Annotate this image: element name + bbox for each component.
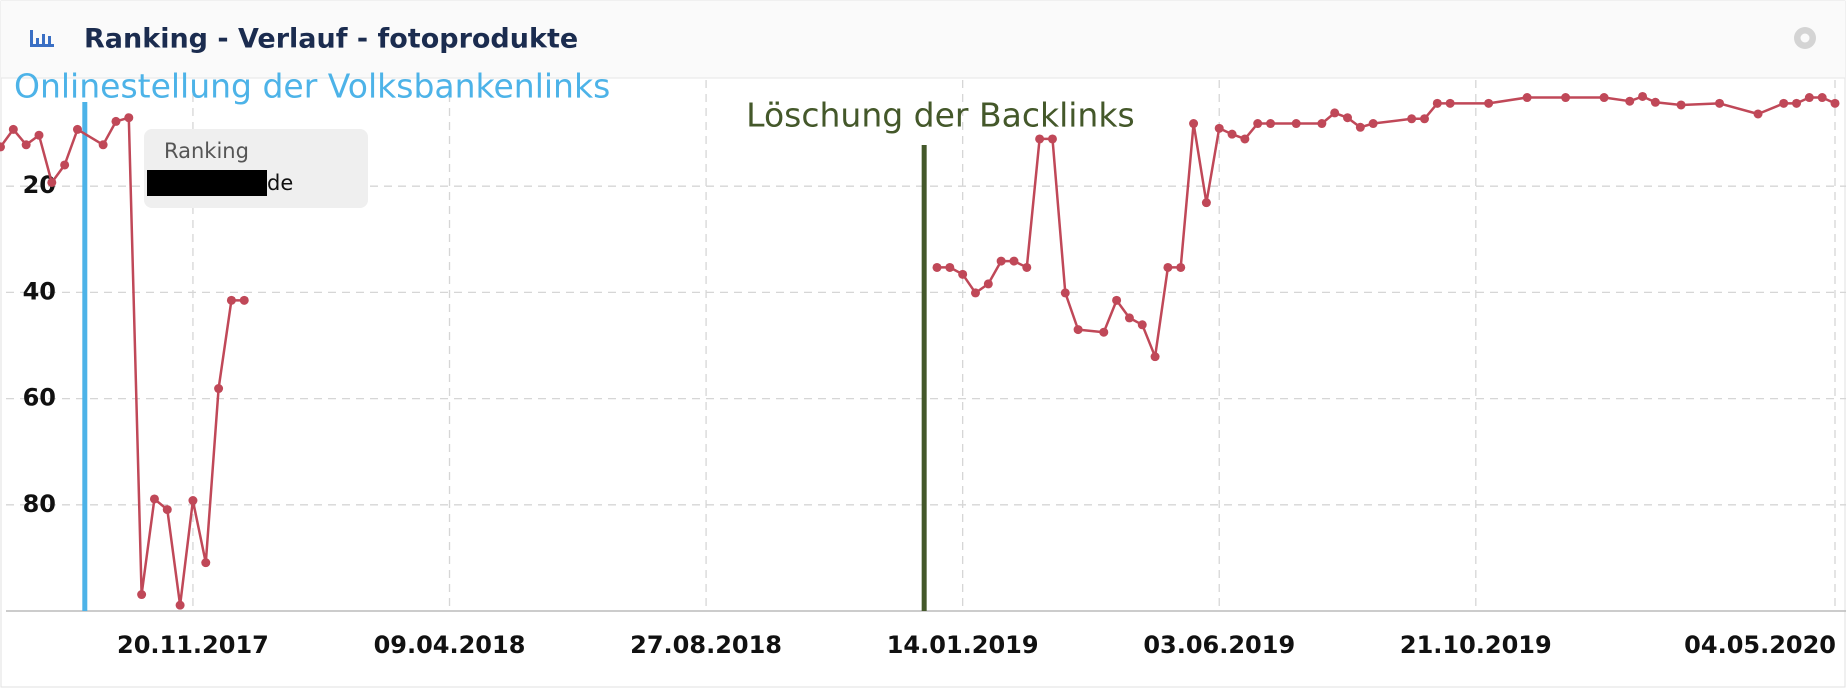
data-point (137, 590, 147, 600)
data-point (1253, 119, 1263, 129)
data-point (98, 140, 108, 150)
data-point (1150, 352, 1160, 362)
data-point (1625, 96, 1635, 106)
data-point (945, 262, 955, 272)
data-point (1599, 93, 1609, 103)
y-tick-label: 60 (23, 384, 56, 412)
data-point (1047, 134, 1057, 144)
data-point (1779, 98, 1789, 108)
data-point (1124, 313, 1134, 323)
x-tick-label: 09.04.2018 (374, 631, 526, 659)
legend-title: Ranking (164, 139, 249, 163)
data-point (239, 295, 249, 305)
data-point (60, 160, 70, 170)
data-point (111, 116, 121, 126)
data-point (1522, 93, 1532, 103)
data-point (1650, 97, 1660, 107)
data-point (932, 262, 942, 272)
data-point (1060, 288, 1070, 298)
data-point (162, 505, 172, 515)
data-point (188, 496, 198, 506)
data-point (1176, 262, 1186, 272)
data-point (1035, 134, 1045, 144)
data-point (1804, 93, 1814, 103)
x-tick-label: 21.10.2019 (1400, 631, 1552, 659)
data-point (1330, 108, 1340, 118)
data-point (996, 256, 1006, 266)
data-point (1419, 114, 1429, 124)
x-tick-label: 27.08.2018 (630, 631, 782, 659)
header (1, 1, 1845, 78)
settings-icon[interactable] (1794, 27, 1816, 49)
chart-title: Ranking - Verlauf - fotoprodukte (84, 24, 578, 55)
data-point (1817, 93, 1827, 103)
data-point (1753, 109, 1763, 119)
data-point (1432, 98, 1442, 108)
data-point (1112, 295, 1122, 305)
data-point (1201, 198, 1211, 208)
data-point (124, 113, 134, 123)
data-point (1715, 98, 1725, 108)
annotation-label: Onlinestellung der Volksbankenlinks (14, 67, 610, 106)
data-point (1214, 123, 1224, 133)
data-point (1676, 100, 1686, 110)
data-point (34, 130, 44, 140)
chart-icon (30, 30, 54, 47)
data-point (1484, 98, 1494, 108)
data-point (1189, 119, 1199, 129)
x-tick-label: 20.11.2017 (117, 631, 269, 659)
data-point (21, 140, 31, 150)
x-tick-label: 14.01.2019 (887, 631, 1039, 659)
data-point (1343, 113, 1353, 123)
x-tick-label: 04.05.2020 (1684, 631, 1836, 659)
data-point (983, 279, 993, 289)
data-point (1830, 98, 1840, 108)
data-point (1009, 256, 1019, 266)
data-point (1407, 114, 1417, 124)
data-point (0, 142, 6, 152)
redaction (147, 170, 267, 196)
data-point (1240, 134, 1250, 144)
data-point (1355, 122, 1365, 132)
data-point (958, 269, 968, 279)
data-point (47, 177, 57, 187)
x-tick-label: 03.06.2019 (1143, 631, 1295, 659)
annotation-label: Löschung der Backlinks (746, 96, 1135, 135)
data-point (1368, 119, 1378, 129)
data-point (1073, 325, 1083, 335)
data-point (72, 124, 82, 134)
data-point (1291, 119, 1301, 129)
data-point (1792, 98, 1802, 108)
data-point (214, 384, 224, 394)
data-point (149, 494, 159, 504)
data-point (1317, 119, 1327, 129)
data-point (1163, 262, 1173, 272)
data-point (201, 558, 211, 568)
data-point (1266, 119, 1276, 129)
data-point (8, 124, 18, 134)
legend: Ranking de (144, 129, 368, 208)
data-point (1022, 262, 1032, 272)
legend-entry: de (267, 171, 293, 195)
data-point (1638, 91, 1648, 101)
data-point (1099, 327, 1109, 337)
data-point (1561, 93, 1571, 103)
data-point (1227, 129, 1237, 139)
y-tick-label: 40 (23, 277, 56, 305)
data-point (1445, 98, 1455, 108)
data-point (1137, 320, 1147, 330)
y-tick-label: 80 (23, 490, 56, 518)
data-point (970, 288, 980, 298)
data-point (226, 295, 236, 305)
data-point (175, 600, 185, 610)
